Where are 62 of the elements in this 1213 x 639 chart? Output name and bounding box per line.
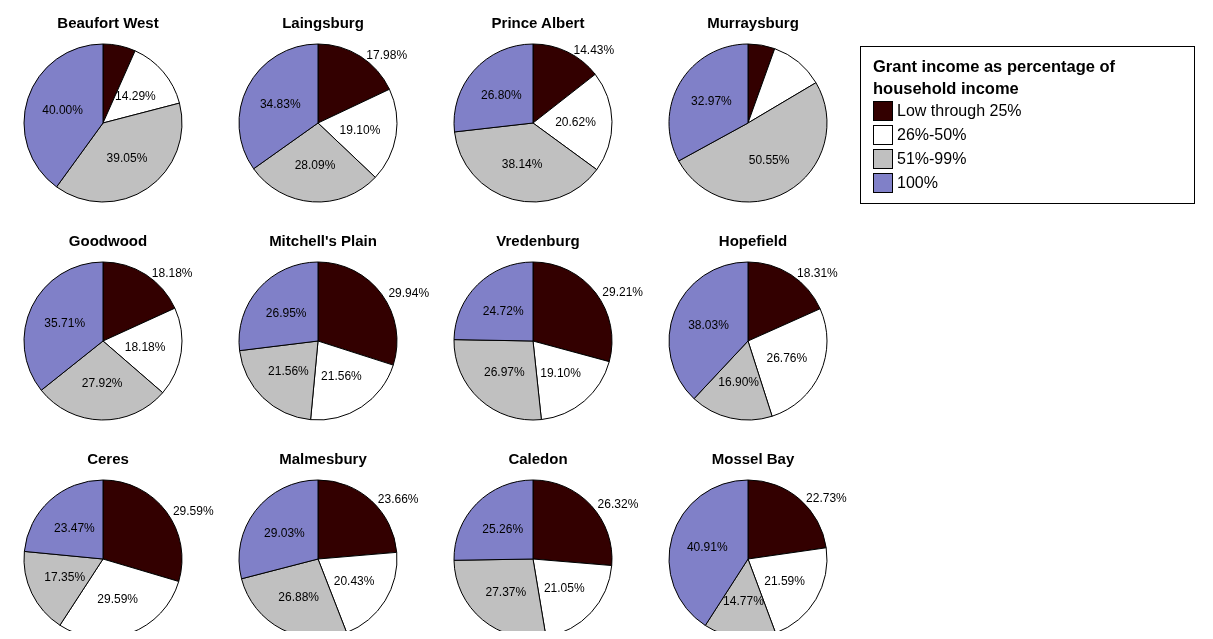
chart-title: Mossel Bay: [711, 450, 795, 467]
data-label: 29.59%: [172, 503, 214, 518]
data-label: 18.31%: [797, 266, 839, 281]
data-label: 29.59%: [97, 591, 139, 606]
data-label: 17.98%: [366, 47, 408, 62]
data-label: 24.72%: [482, 303, 524, 318]
data-label: 26.80%: [480, 87, 522, 102]
data-label: 26.76%: [766, 351, 808, 366]
data-label: 21.59%: [764, 573, 806, 588]
chart-title: Prince Albert: [491, 14, 585, 31]
chart-title: Caledon: [508, 450, 568, 467]
data-label: 18.18%: [124, 340, 166, 355]
data-label: 26.97%: [483, 365, 525, 380]
legend-label: 100%: [897, 174, 938, 192]
data-label: 40.00%: [42, 102, 84, 117]
chart-title: Malmesbury: [279, 450, 368, 467]
chart-title: Mitchell's Plain: [269, 232, 377, 249]
legend-label: 51%-99%: [897, 150, 967, 168]
data-label: 22.73%: [806, 490, 848, 505]
data-label: 27.37%: [485, 584, 527, 599]
data-label: 23.47%: [54, 520, 96, 535]
data-label: 19.10%: [540, 366, 582, 381]
data-label: 21.05%: [543, 580, 585, 595]
data-label: 14.77%: [723, 594, 765, 609]
legend-label: Low through 25%: [897, 102, 1022, 120]
data-label: 32.97%: [691, 94, 733, 109]
legend-label: 26%-50%: [897, 126, 967, 144]
data-label: 29.21%: [602, 284, 644, 299]
data-label: 17.35%: [44, 570, 86, 585]
data-label: 23.66%: [377, 492, 419, 507]
data-label: 26.32%: [597, 497, 639, 512]
data-label: 26.88%: [278, 589, 320, 604]
data-label: 21.56%: [321, 369, 363, 384]
chart-title: Murraysburg: [707, 14, 799, 31]
data-label: 38.03%: [688, 318, 730, 333]
data-label: 19.10%: [339, 122, 381, 137]
data-label: 25.26%: [482, 522, 524, 537]
chart-title: Laingsburg: [282, 14, 364, 31]
chart-title: Hopefield: [718, 232, 788, 249]
data-label: 39.05%: [106, 151, 148, 166]
data-label: 34.83%: [259, 96, 301, 111]
data-label: 35.71%: [44, 315, 86, 330]
data-label: 38.14%: [501, 157, 543, 172]
chart-title: Beaufort West: [57, 14, 159, 31]
data-label: 16.90%: [718, 375, 760, 390]
chart-title: Goodwood: [68, 232, 148, 249]
legend-title: Grant income as percentage of household income: [873, 56, 1117, 99]
data-label: 26.95%: [265, 305, 307, 320]
data-label: 20.43%: [333, 574, 375, 589]
data-label: 29.03%: [264, 525, 306, 540]
data-label: 29.94%: [388, 286, 430, 301]
data-label: 20.62%: [555, 115, 597, 130]
data-label: 14.29%: [115, 88, 157, 103]
data-label: 21.56%: [268, 364, 310, 379]
data-label: 18.18%: [151, 265, 193, 280]
data-label: 50.55%: [748, 152, 790, 167]
data-label: 40.91%: [686, 540, 728, 555]
data-label: 27.92%: [81, 376, 123, 391]
data-label: 28.09%: [294, 158, 336, 173]
data-label: 14.43%: [573, 43, 615, 58]
chart-title: Ceres: [87, 450, 129, 467]
chart-title: Vredenburg: [496, 232, 580, 249]
